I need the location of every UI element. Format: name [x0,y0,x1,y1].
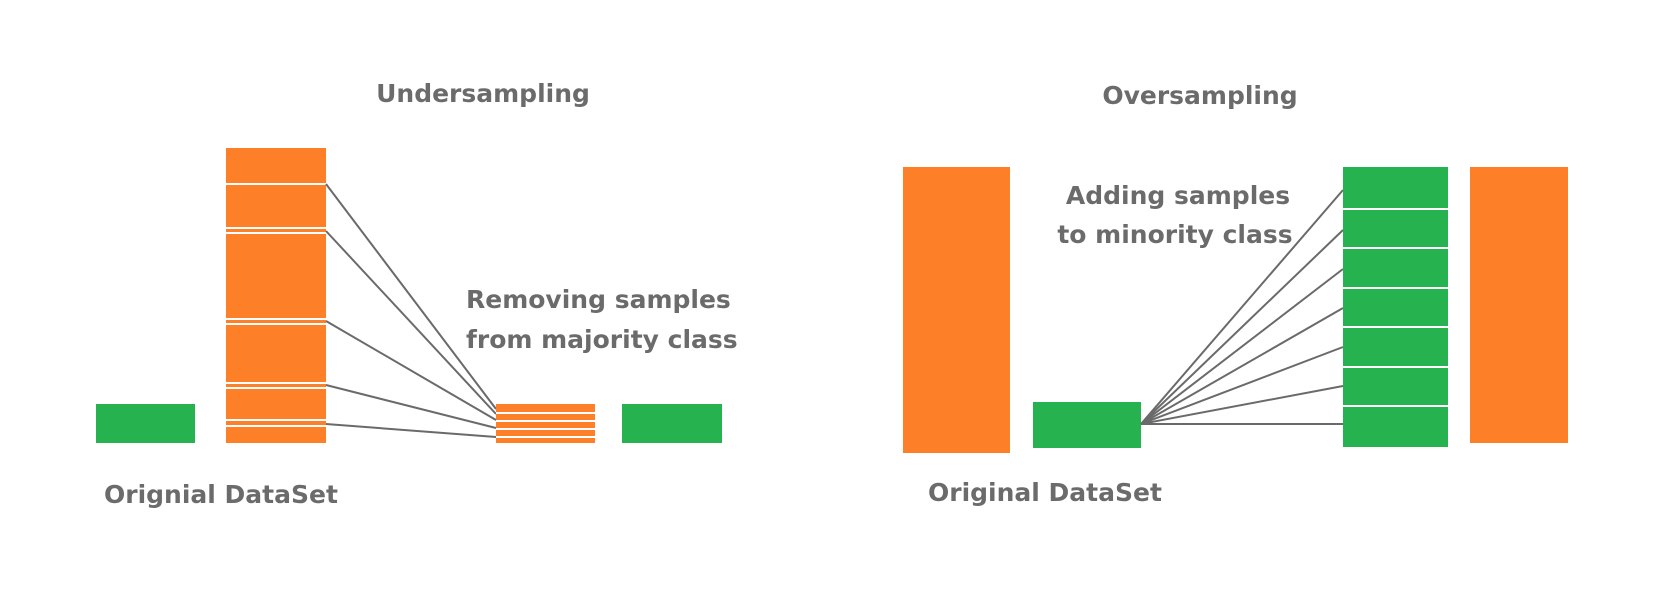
undersampling-title: Undersampling [376,79,590,108]
undersampled-minority-bar [622,404,722,443]
original-majority-bar [226,148,326,443]
original-minority-bar [1033,402,1141,448]
oversampling-title: Oversampling [1102,81,1297,110]
original-majority-bar [903,167,1010,453]
undersampling-note-line1: Removing samples [466,285,731,314]
undersampling-note-line2: from majority class [466,325,738,354]
oversampling-panel: Oversampling Adding samples [903,81,1568,507]
undersampling-connectors [325,183,497,438]
undersampled-majority-bar [496,404,595,443]
oversampling-note-line1: Adding samples [1066,181,1290,210]
original-minority-bar [96,404,195,443]
oversampling-caption: Original DataSet [928,478,1162,507]
oversampled-majority-bar [1470,167,1568,443]
undersampling-caption: Orignial DataSet [104,480,338,509]
oversampled-minority-bar [1343,167,1448,447]
undersampling-panel: Undersampling [96,79,738,509]
oversampling-note-line2: to minority class [1057,220,1292,249]
oversampling-connectors [1140,189,1344,425]
